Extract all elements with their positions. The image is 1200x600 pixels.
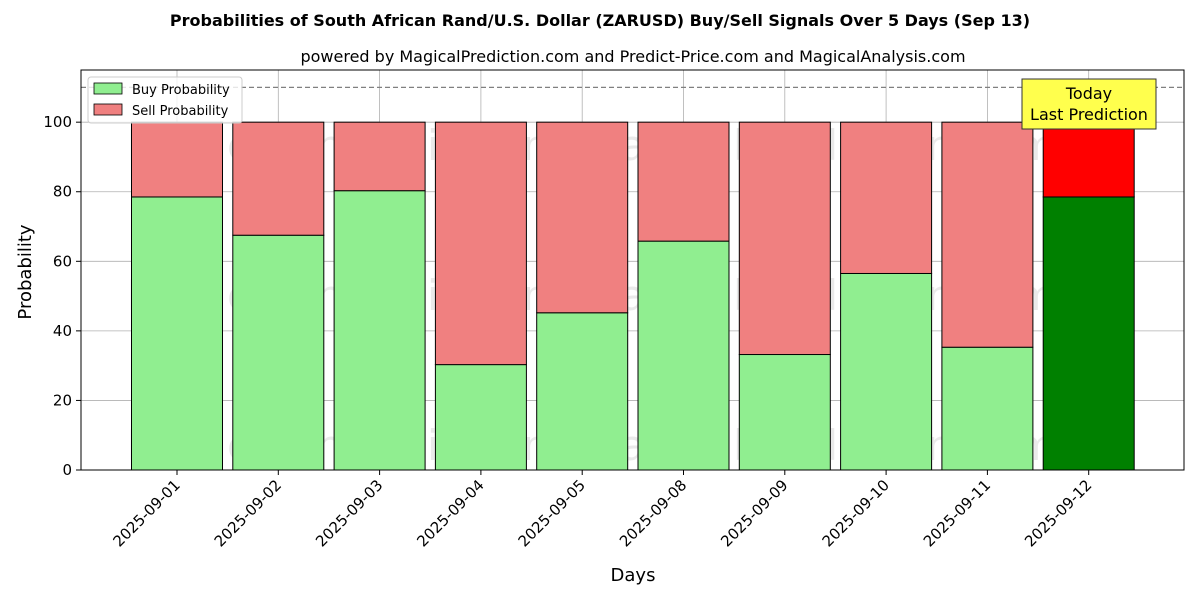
bar-buy-2025-09-03 <box>333 190 426 471</box>
y-tick-label: 80 <box>53 183 72 201</box>
x-tick-label: 2025-09-01 <box>109 476 183 550</box>
y-tick-label: 0 <box>62 461 72 479</box>
chart-subtitle: powered by MagicalPrediction.com and Pre… <box>300 47 965 66</box>
x-axis-label: Days <box>611 565 656 586</box>
bar-sell-2025-09-11 <box>941 121 1034 348</box>
bar-sell-2025-09-05 <box>536 121 629 314</box>
bar-buy-2025-09-12 <box>1042 196 1135 471</box>
x-tick-label: 2025-09-05 <box>515 476 589 550</box>
x-tick-label: 2025-09-11 <box>920 476 994 550</box>
bar-buy-2025-09-10 <box>840 272 933 471</box>
bar-buy-2025-09-04 <box>434 364 527 471</box>
legend: Buy Probability Sell Probability <box>87 76 243 124</box>
x-tick-label: 2025-09-02 <box>211 476 285 550</box>
bar-sell-2025-09-03 <box>333 121 426 192</box>
bar-sell-2025-09-08 <box>637 121 730 242</box>
bar-buy-2025-09-01 <box>131 196 223 471</box>
annotation-box <box>1021 78 1157 130</box>
legend-box <box>87 76 243 124</box>
y-tick-label: 40 <box>53 322 72 340</box>
y-tick-label: 20 <box>53 391 72 409</box>
bar-buy-2025-09-02 <box>232 234 325 471</box>
chart-title: Probabilities of South African Rand/U.S.… <box>170 11 1030 30</box>
x-tick-label: 2025-09-04 <box>413 476 487 550</box>
y-axis: 0 20 40 60 80 100 <box>43 113 81 479</box>
bars-layer <box>131 121 1135 471</box>
legend-swatch-buy <box>93 82 123 95</box>
x-tick-label: 2025-09-03 <box>312 476 386 550</box>
x-tick-label: 2025-09-10 <box>819 476 893 550</box>
annotation-line-1: Today <box>1065 84 1112 103</box>
bar-sell-2025-09-04 <box>434 121 527 366</box>
plot-frame <box>80 69 1185 471</box>
today-annotation: Today Last Prediction <box>1021 78 1157 130</box>
bar-sell-2025-09-02 <box>232 121 325 236</box>
bar-buy-2025-09-11 <box>941 346 1034 471</box>
legend-label-sell: Sell Probability <box>132 104 229 119</box>
bar-sell-2025-09-09 <box>738 121 831 356</box>
x-axis: 2025-09-01 2025-09-02 2025-09-03 2025-09-04… <box>109 470 1096 550</box>
annotation-line-2: Last Prediction <box>1030 105 1148 124</box>
bar-sell-2025-09-10 <box>840 121 933 274</box>
bar-buy-2025-09-05 <box>536 312 629 471</box>
legend-swatch-sell <box>93 103 123 116</box>
bar-buy-2025-09-09 <box>738 354 831 471</box>
y-axis-label: Probability <box>15 224 36 319</box>
bar-buy-2025-09-08 <box>637 240 730 471</box>
y-tick-label: 60 <box>53 252 72 270</box>
x-tick-label: 2025-09-09 <box>717 476 791 550</box>
bar-sell-2025-09-01 <box>131 121 223 198</box>
legend-label-buy: Buy Probability <box>132 83 230 98</box>
y-tick-label: 100 <box>43 113 72 131</box>
x-tick-label: 2025-09-12 <box>1021 476 1095 550</box>
bar-sell-2025-09-12 <box>1042 121 1135 198</box>
x-tick-label: 2025-09-08 <box>616 476 690 550</box>
